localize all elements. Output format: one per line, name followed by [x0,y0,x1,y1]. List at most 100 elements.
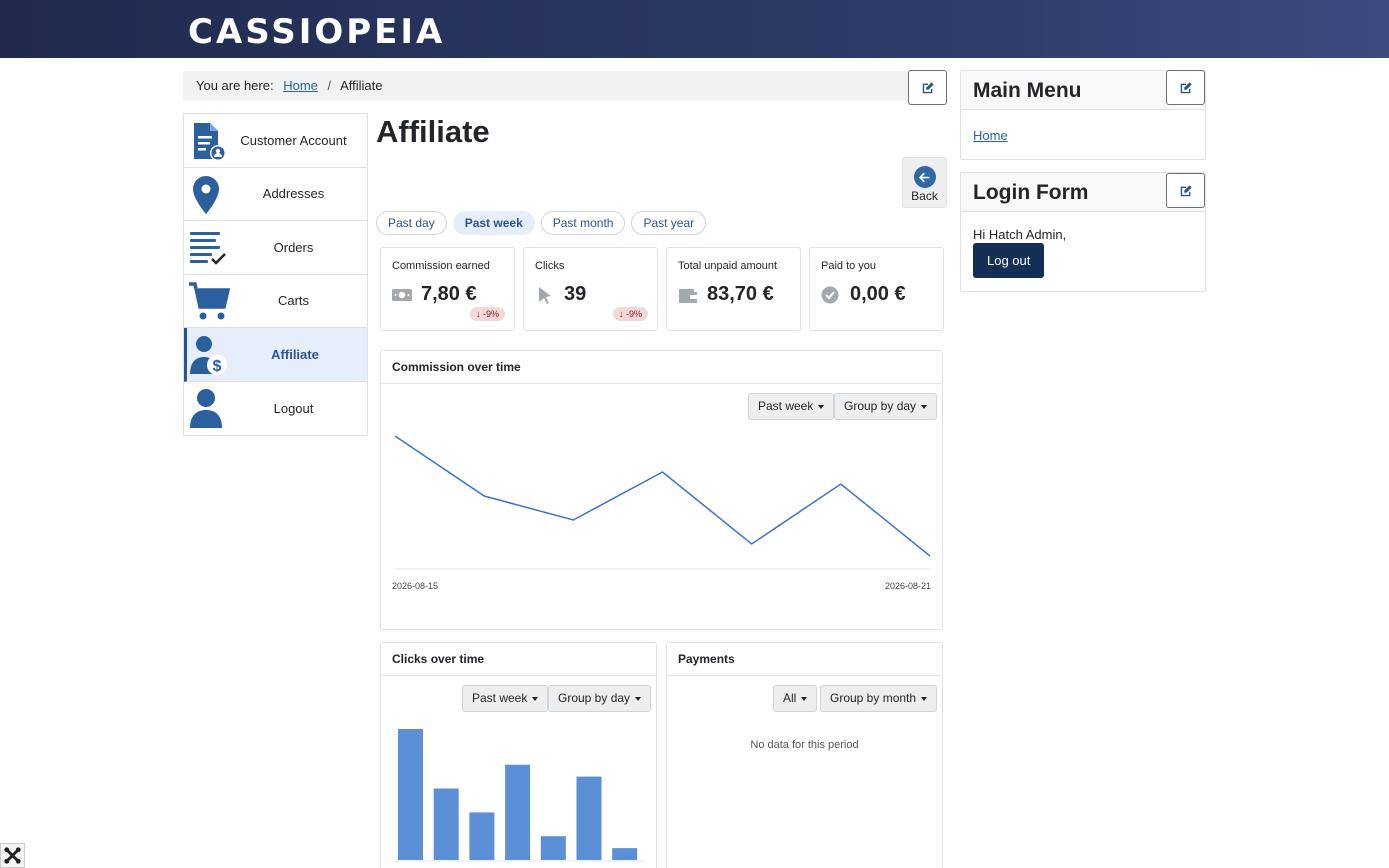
card-title: Clicks over time [381,643,656,676]
stat-commission-earned: Commission earned 7,80 € ↓ -9% [380,247,515,331]
sidenav-item-addresses[interactable]: Addresses [184,168,367,221]
wallet-icon [679,289,697,303]
clicks-bar-chart [395,729,644,862]
caret-down-icon [635,696,642,701]
sidenav-item-orders[interactable]: Orders [184,221,367,275]
stat-total-unpaid: Total unpaid amount 83,70 € [666,247,801,331]
payments-card: Payments All Group by month No data for … [666,642,943,868]
stat-value: 39 [564,283,587,305]
caret-down-icon [818,404,825,409]
period-filter: Past day Past week Past month Past year [376,211,707,235]
cursor-icon [539,287,551,304]
stat-clicks: Clicks 39 ↓ -9% [523,247,658,331]
main-menu-home-link[interactable]: Home [973,128,1008,143]
arrow-left-icon [913,166,936,188]
payments-filter-dropdown[interactable]: All [773,685,818,712]
breadcrumb-home-link[interactable]: Home [283,78,318,93]
dropdown-label: Past week [758,399,814,413]
user-dollar-icon: $ [190,336,227,375]
sidenav-item-customer-account[interactable]: Customer Account [184,114,367,168]
stat-value: 7,80 € [421,283,477,305]
dropdown-label: Group by day [844,399,917,413]
edit-content-button[interactable] [908,70,947,105]
stat-value: 0,00 € [850,283,906,305]
clicks-period-dropdown[interactable]: Past week [462,685,549,712]
back-button-label: Back [911,189,938,203]
stat-title: Paid to you [821,260,877,272]
stat-change-badge: ↓ -9% [469,307,505,321]
card-title: Payments [667,643,942,676]
clicks-group-dropdown[interactable]: Group by day [548,685,652,712]
login-form-module: Login Form Hi Hatch Admin, Log out [960,172,1206,292]
commission-group-dropdown[interactable]: Group by day [834,393,938,420]
login-greeting: Hi Hatch Admin, [973,227,1067,242]
clicks-bar [540,836,566,860]
stat-title: Commission earned [392,260,490,272]
breadcrumb-prefix: You are here: [196,78,274,93]
sidenav-item-label: Logout [273,400,314,416]
logout-button[interactable]: Log out [973,243,1045,278]
sidenav-item-carts[interactable]: Carts [184,275,367,328]
map-pin-icon [193,175,219,214]
module-title: Login Form [961,173,1205,212]
commission-line-chart [394,435,931,570]
svg-text:$: $ [213,358,222,375]
sidenav-item-label: Affiliate [271,346,319,362]
sidenav-item-label: Orders [273,239,314,255]
back-button[interactable]: Back [902,157,947,208]
clicks-chart-card: Clicks over time Past week Group by day [380,642,657,868]
clicks-bar [398,729,423,860]
clicks-bar [433,788,459,860]
x-axis-end-label: 2026-08-21 [884,581,931,591]
sidenav-item-label: Carts [277,293,310,309]
user-icon [190,388,222,428]
edit-icon [922,81,934,93]
edit-main-menu-button[interactable] [1166,70,1205,105]
caret-down-icon [921,696,928,701]
list-check-icon [190,232,226,265]
dropdown-label: Past week [472,691,528,705]
payments-group-dropdown[interactable]: Group by month [820,685,938,712]
sidenav-item-affiliate[interactable]: $ Affiliate [184,328,367,382]
caret-down-icon [532,696,539,701]
site-header: CASSIOPEIA [0,0,1389,58]
period-pill-past-week[interactable]: Past week [452,211,535,235]
caret-down-icon [921,404,928,409]
sidenav-item-logout[interactable]: Logout [184,382,367,436]
stat-title: Clicks [535,260,565,272]
stat-value: 83,70 € [707,283,774,305]
card-title: Commission over time [381,351,942,384]
x-axis-start-label: 2026-08-15 [392,581,439,591]
site-brand[interactable]: CASSIOPEIA [188,12,446,52]
breadcrumb: You are here: Home / Affiliate [183,71,913,101]
period-pill-past-day[interactable]: Past day [376,211,447,235]
edit-login-form-button[interactable] [1166,173,1205,208]
main-menu-module: Main Menu Home [960,70,1206,160]
account-sidenav: Customer Account Addresses Orders Carts … [183,113,368,436]
payments-empty-message: No data for this period [750,739,859,751]
sidenav-item-label: Customer Account [240,132,347,148]
joomla-debug-icon[interactable] [0,843,25,868]
dropdown-label: Group by day [558,691,631,705]
clicks-bar [469,812,495,860]
page-title: Affiliate [376,114,490,149]
cart-icon [189,281,230,319]
period-pill-past-year[interactable]: Past year [631,211,707,235]
stat-change-badge: ↓ -9% [612,307,648,321]
period-pill-past-month[interactable]: Past month [540,211,626,235]
edit-icon [1180,184,1192,196]
clicks-bar [505,764,531,860]
breadcrumb-separator: / [327,78,332,93]
check-circle-icon [821,286,839,304]
stat-title: Total unpaid amount [678,260,778,272]
dropdown-label: Group by month [830,691,917,705]
breadcrumb-current: Affiliate [340,78,383,93]
money-icon [392,289,412,301]
customer-account-icon [194,123,226,161]
module-title: Main Menu [961,71,1205,110]
dropdown-label: All [783,691,797,705]
commission-period-dropdown[interactable]: Past week [748,393,835,420]
commission-chart-card: Commission over time Past week Group by … [380,350,943,630]
commission-series-line [394,435,931,557]
caret-down-icon [801,696,808,701]
